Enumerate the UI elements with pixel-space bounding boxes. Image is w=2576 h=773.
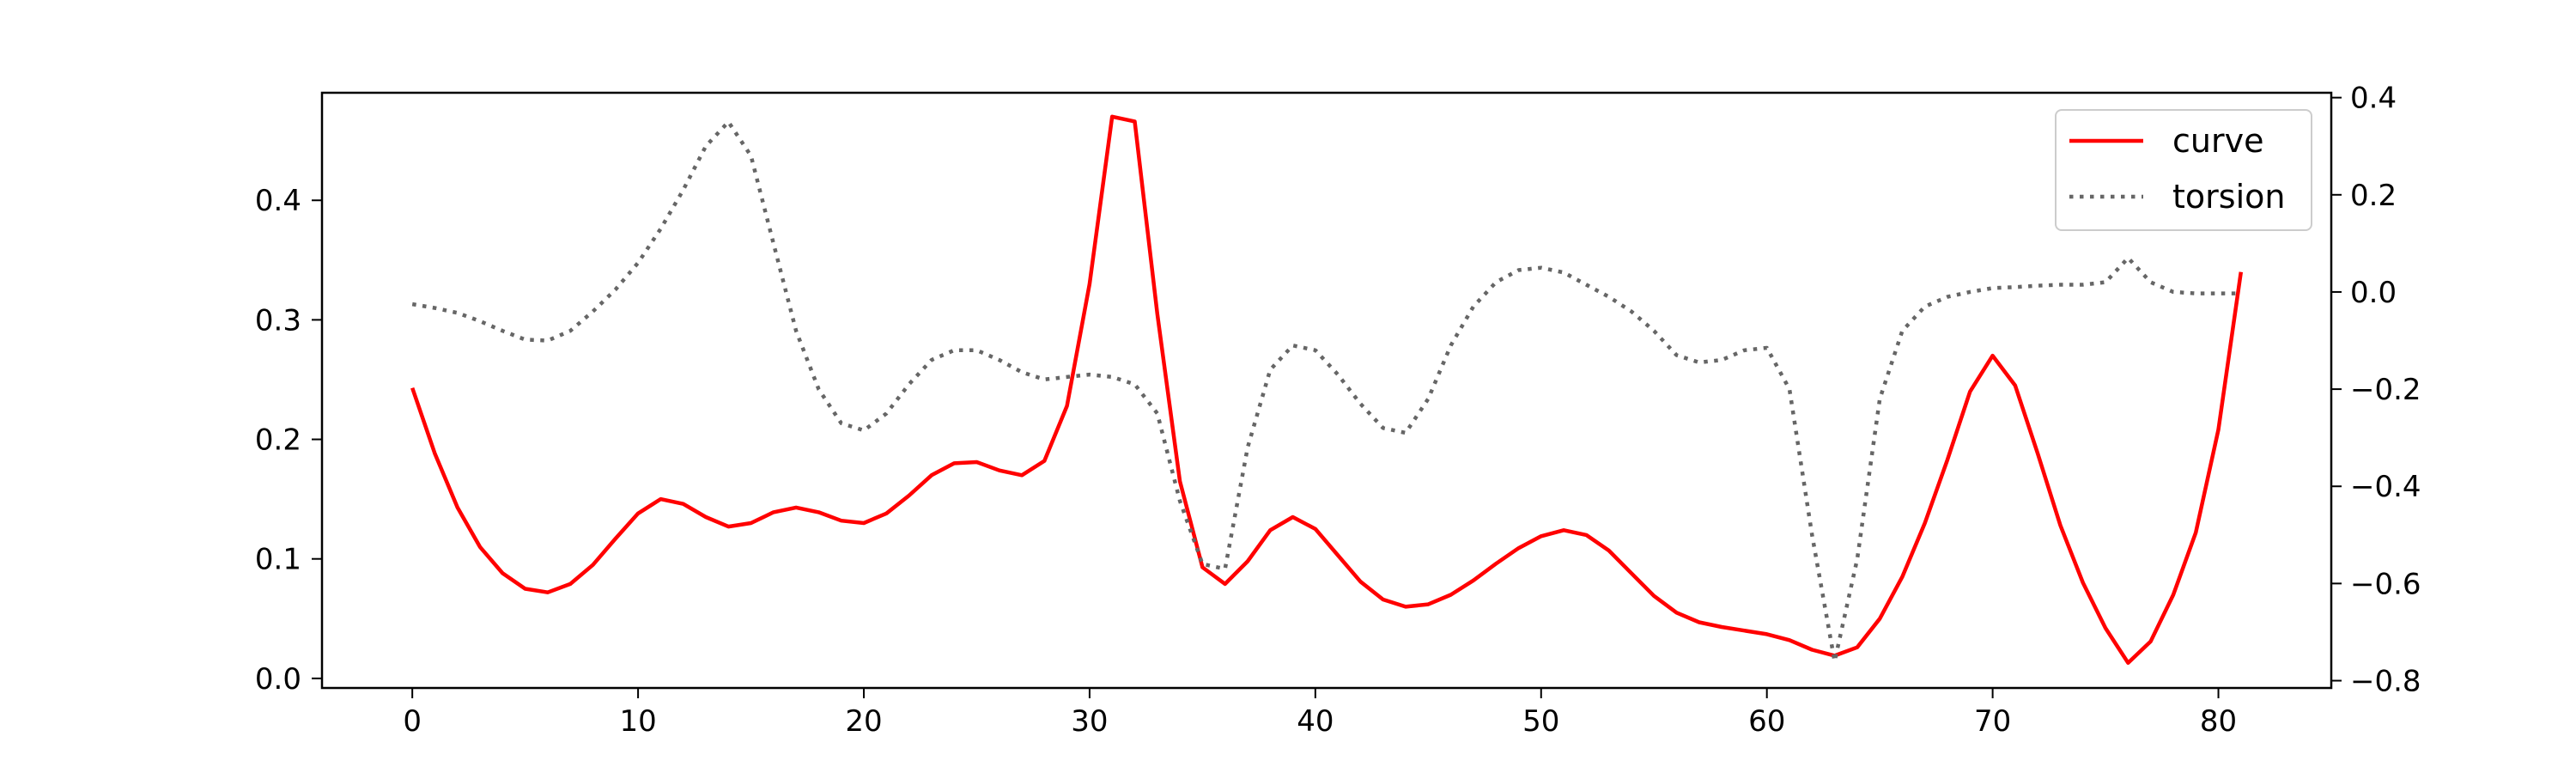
right-y-tick-label: 0.4: [2350, 82, 2397, 116]
x-tick-label: 70: [1974, 704, 2011, 739]
right-y-tick-label: −0.2: [2350, 373, 2421, 407]
series-layer: [410, 114, 2244, 666]
right-y-tick-label: 0.0: [2350, 276, 2397, 310]
right-y-tick-label: −0.4: [2350, 470, 2421, 504]
x-tick-label: 60: [1748, 704, 1785, 739]
x-tick-label: 40: [1297, 704, 1334, 739]
x-tick-label: 0: [403, 704, 422, 739]
legend-label-torsion: torsion: [2172, 178, 2285, 216]
right-y-tick-label: −0.8: [2350, 665, 2421, 699]
plot-frame: [320, 91, 2333, 690]
series-line-torsion: [411, 119, 2241, 664]
x-tick-label: 50: [1522, 704, 1559, 739]
x-tick-label: 30: [1071, 704, 1108, 739]
x-tick-label: 20: [845, 704, 882, 739]
legend-label-curve: curve: [2172, 122, 2263, 160]
left-y-tick-label: 0.4: [255, 184, 301, 218]
left-y-tick-label: 0.3: [255, 303, 301, 338]
left-y-tick-label: 0.1: [255, 543, 301, 577]
left-y-axis-ticks: 0.0 0.1 0.2 0.3 0.4: [255, 184, 322, 697]
x-axis-ticks: 0 10 20 30 40 50 60 70 80: [403, 688, 2237, 739]
legend: curve torsion: [2055, 109, 2312, 231]
left-y-tick-label: 0.0: [255, 662, 301, 697]
right-y-tick-label: −0.6: [2350, 567, 2421, 601]
series-line-curve: [410, 114, 2244, 666]
x-tick-label: 10: [619, 704, 656, 739]
right-y-tick-label: 0.2: [2350, 179, 2397, 213]
right-y-axis-ticks: −0.8 −0.6 −0.4 −0.2 0.0 0.2 0.4: [2331, 82, 2421, 699]
left-y-tick-label: 0.2: [255, 423, 301, 458]
x-tick-label: 80: [2200, 704, 2237, 739]
